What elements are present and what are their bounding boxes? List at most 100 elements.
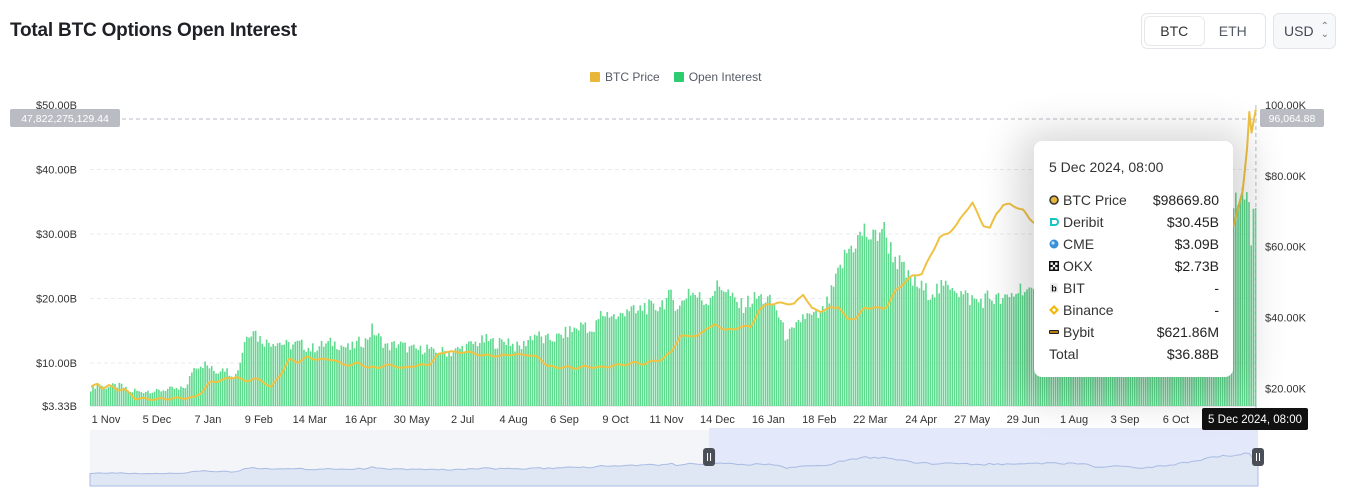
x-tick-label: 24 Apr [905, 414, 937, 426]
oi-bar [973, 298, 976, 406]
legend-item-oi[interactable]: Open Interest [673, 70, 761, 84]
oi-bar [514, 351, 516, 406]
oi-bar [835, 273, 837, 406]
oi-bar [949, 289, 951, 406]
oi-bar [169, 386, 171, 406]
oi-bar [889, 242, 892, 406]
legend-item-price[interactable]: BTC Price [590, 70, 660, 84]
oi-bar [720, 289, 723, 406]
x-tick-label: 9 Feb [245, 414, 273, 426]
oi-bar [520, 349, 523, 406]
oi-bar [349, 349, 351, 406]
oi-bar [448, 352, 450, 406]
oi-bar [186, 384, 189, 406]
oi-bar [722, 291, 725, 406]
oi-bar [810, 314, 813, 406]
x-tick-label: 6 Oct [1163, 414, 1189, 426]
oi-bar [476, 346, 479, 406]
oi-bar [1021, 295, 1024, 406]
oi-bar [485, 333, 488, 406]
oi-bar [127, 391, 129, 406]
oi-bar [1250, 245, 1253, 406]
oi-bar [597, 319, 600, 406]
oi-bar [1032, 288, 1035, 406]
navigator-handle-right[interactable] [1252, 448, 1264, 466]
oi-bar [670, 289, 672, 406]
oi-bar [944, 280, 947, 406]
y-left-tick-label: $20.00B [36, 293, 77, 305]
oi-bar [243, 342, 246, 406]
oi-bar [281, 344, 283, 406]
oi-bar [443, 351, 446, 406]
oi-bar [1026, 289, 1028, 406]
oi-bar [936, 283, 938, 406]
oi-bar [843, 249, 846, 406]
x-tick-label: 6 Sep [550, 414, 579, 426]
oi-bar [878, 232, 881, 406]
tooltip-row-bybit: Bybit $621.86M [1049, 321, 1219, 343]
oi-bar [318, 346, 321, 406]
oi-bar [397, 344, 400, 406]
oi-bar [259, 336, 261, 406]
tab-btc[interactable]: BTC [1145, 17, 1204, 45]
oi-bar [98, 384, 101, 406]
oi-bar [668, 289, 670, 406]
oi-bar [399, 341, 402, 406]
oi-bar [896, 269, 899, 406]
oi-bar [213, 370, 215, 406]
oi-bar [839, 264, 842, 406]
navigator-handle-left[interactable] [703, 448, 716, 466]
oi-bar [742, 312, 745, 406]
oi-bar [766, 296, 769, 406]
oi-bar [296, 340, 299, 406]
oi-bar [435, 352, 437, 406]
oi-bar [698, 292, 701, 406]
bybit-icon [1049, 327, 1059, 337]
oi-bar [188, 376, 191, 406]
oi-bar [909, 277, 912, 406]
oi-bar [479, 343, 481, 406]
oi-bar [404, 342, 406, 406]
oi-bar [531, 340, 534, 406]
tab-eth[interactable]: ETH [1218, 23, 1247, 39]
oi-bar [799, 322, 802, 406]
oi-bar [626, 309, 628, 406]
oi-bar [215, 373, 217, 406]
oi-bar [1237, 205, 1239, 406]
oi-bar [1241, 187, 1244, 406]
oi-bar [806, 313, 809, 406]
oi-bar [1002, 298, 1004, 406]
oi-bar [643, 302, 646, 406]
tooltip-row-value: - [1214, 280, 1219, 296]
currency-select[interactable]: USD ⌃ ⌄ [1273, 13, 1336, 49]
oi-bar [859, 231, 861, 406]
oi-bar [558, 333, 560, 406]
oi-bar [193, 368, 195, 406]
oi-bar [371, 323, 373, 406]
oi-bar [988, 298, 991, 406]
oi-bar [155, 388, 158, 406]
tooltip-row-value: - [1214, 302, 1219, 318]
oi-bar [507, 338, 510, 406]
oi-bar [1243, 199, 1246, 406]
oi-bar [980, 298, 982, 406]
oi-bar [786, 339, 789, 406]
oi-bar [366, 339, 369, 406]
oi-bar [736, 301, 738, 406]
oi-bar [791, 327, 793, 406]
oi-bar [635, 313, 637, 406]
oi-bar [391, 342, 393, 406]
x-tick-label: 1 Aug [1060, 414, 1088, 426]
oi-bar [672, 299, 674, 406]
oi-bar [753, 292, 756, 406]
oi-bar [305, 351, 307, 406]
oi-bar [406, 352, 409, 406]
oi-bar [320, 341, 323, 406]
tooltip-row-name: Binance [1063, 302, 1114, 318]
oi-bar [353, 348, 356, 406]
oi-bar [995, 294, 998, 406]
oi-bar [971, 295, 973, 406]
oi-bar [182, 387, 184, 406]
oi-bar [982, 307, 984, 406]
oi-bar [562, 338, 565, 406]
